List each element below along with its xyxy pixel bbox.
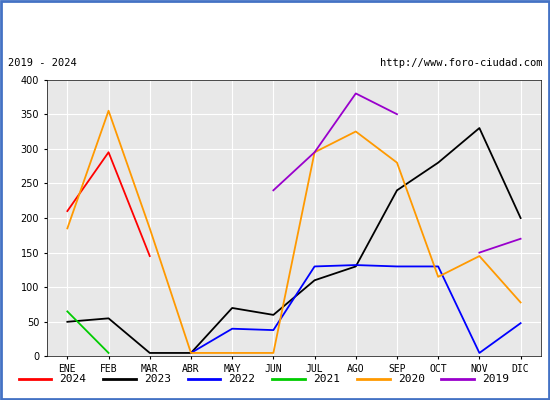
Text: http://www.foro-ciudad.com: http://www.foro-ciudad.com xyxy=(380,58,542,68)
Text: Evolucion Nº Turistas Nacionales en el municipio de Villaquirán de los Infantes: Evolucion Nº Turistas Nacionales en el m… xyxy=(0,18,550,31)
Text: 2024: 2024 xyxy=(59,374,86,384)
Text: 2023: 2023 xyxy=(144,374,171,384)
Text: 2020: 2020 xyxy=(398,374,425,384)
Text: 2019: 2019 xyxy=(482,374,509,384)
Text: 2019 - 2024: 2019 - 2024 xyxy=(8,58,76,68)
Text: 2021: 2021 xyxy=(313,374,340,384)
Text: 2022: 2022 xyxy=(229,374,256,384)
